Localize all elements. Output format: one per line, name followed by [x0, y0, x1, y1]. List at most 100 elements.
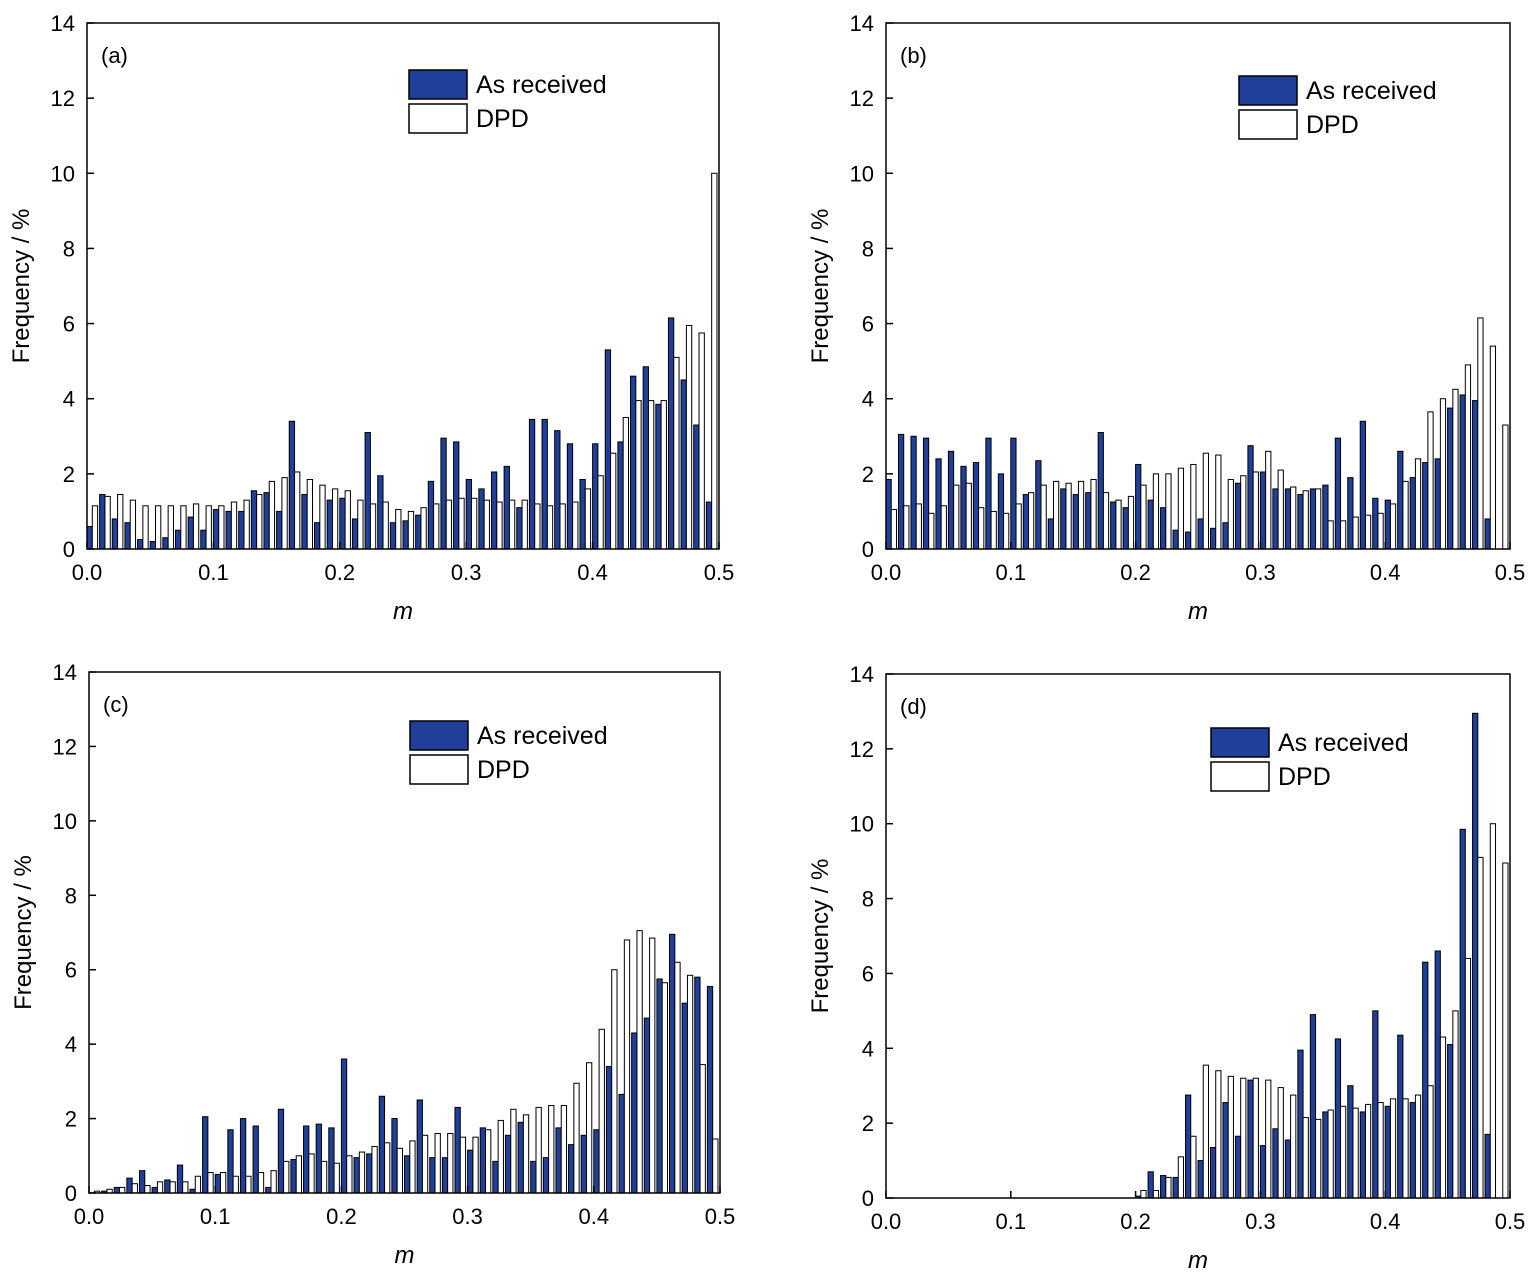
bar-dpd: [91, 505, 99, 550]
bar-as-received: [490, 471, 498, 550]
bar-as-received: [681, 1002, 688, 1194]
bar-as-received: [1209, 527, 1217, 550]
legend-label-dpd: DPD: [477, 756, 530, 784]
bar-as-received: [225, 510, 232, 550]
bar-dpd: [1015, 503, 1022, 550]
bar-dpd: [1464, 957, 1472, 1199]
x-tick-label: 0.1: [200, 1204, 231, 1229]
bar-dpd: [396, 1147, 403, 1194]
bar-dpd: [283, 1160, 290, 1194]
y-tick-label: 10: [51, 161, 75, 186]
bar-dpd: [1315, 488, 1322, 550]
bar-as-received: [972, 462, 980, 550]
legend-swatch-dpd: [409, 754, 469, 785]
bar-dpd: [510, 1108, 517, 1194]
bar-as-received: [1197, 1160, 1204, 1199]
bar-dpd: [1077, 480, 1085, 550]
bar-as-received: [1384, 499, 1391, 550]
bar-dpd: [1439, 1036, 1447, 1199]
bar-dpd: [1052, 480, 1060, 550]
bar-as-received: [1359, 1111, 1366, 1199]
bar-dpd: [358, 1151, 366, 1194]
bar-dpd: [1389, 1098, 1397, 1199]
bar-dpd: [1040, 484, 1047, 550]
bar-dpd: [104, 495, 111, 550]
bar-dpd: [521, 499, 528, 550]
bar-as-received: [227, 1129, 234, 1194]
bar-dpd: [156, 1181, 164, 1194]
bar-dpd: [928, 512, 935, 550]
x-tick-label: 0.3: [451, 560, 482, 585]
bar-dpd: [207, 1172, 214, 1194]
bar-dpd: [1340, 520, 1347, 550]
bar-as-received: [1484, 1133, 1491, 1199]
bar-dpd: [420, 507, 427, 550]
legend-label-as-received: As received: [477, 722, 608, 750]
bar-dpd: [1240, 475, 1247, 550]
bar-dpd: [1502, 424, 1509, 550]
x-axis-title: m: [1188, 1247, 1208, 1274]
bar-dpd: [953, 484, 960, 550]
y-tick-label: 4: [63, 387, 75, 412]
bar-as-received: [655, 403, 662, 550]
bar-dpd: [409, 1140, 416, 1194]
bar-as-received: [1297, 1049, 1304, 1199]
bar-dpd: [384, 1142, 391, 1194]
bar-dpd: [167, 505, 174, 550]
bar-as-received: [1085, 492, 1092, 550]
bar-as-received: [202, 1116, 209, 1194]
bar-as-received: [328, 1127, 335, 1194]
bar-dpd: [635, 400, 642, 550]
bar-as-received: [935, 458, 942, 550]
y-tick-label: 6: [862, 312, 874, 337]
bar-as-received: [429, 1157, 436, 1194]
bar-dpd: [660, 400, 667, 550]
y-tick-label: 8: [65, 883, 77, 908]
bar-dpd: [1115, 499, 1122, 550]
bar-as-received: [530, 1160, 537, 1194]
bar-as-received: [1472, 400, 1479, 550]
y-tick-label: 12: [53, 734, 77, 759]
bar-as-received: [492, 1160, 499, 1194]
bar-as-received: [1334, 437, 1342, 550]
bar-dpd: [978, 507, 985, 550]
plot-frame: [88, 671, 721, 1194]
bar-as-received: [1222, 1102, 1229, 1199]
bar-dpd: [1003, 512, 1010, 550]
bar-as-received: [1347, 477, 1354, 550]
bar-as-received: [187, 516, 194, 550]
bar-as-received: [566, 443, 574, 550]
x-tick-label: 0.3: [1245, 1209, 1276, 1234]
x-tick-label: 0.3: [1245, 560, 1276, 585]
bar-as-received: [164, 1179, 171, 1194]
bar-dpd: [1402, 1098, 1409, 1199]
bar-dpd: [331, 488, 339, 550]
bar-dpd: [1152, 473, 1160, 550]
x-axis-title: m: [1188, 598, 1208, 625]
legend-swatch-as-received: [409, 720, 469, 751]
bar-as-received: [1010, 437, 1017, 550]
bar-as-received: [568, 1144, 575, 1194]
bar-as-received: [1160, 507, 1167, 550]
bar-dpd: [1140, 484, 1147, 550]
bar-as-received: [1209, 1146, 1217, 1199]
bar-as-received: [124, 522, 131, 550]
legend-label-as-received: As received: [476, 71, 607, 99]
bar-as-received: [1047, 518, 1054, 550]
bar-dpd: [319, 484, 326, 550]
bar-dpd: [295, 1155, 303, 1194]
bar-as-received: [1372, 497, 1379, 550]
bar-dpd: [459, 1136, 467, 1194]
bar-as-received: [1247, 445, 1254, 550]
x-tick-label: 0.2: [1120, 1209, 1151, 1234]
bar-dpd: [1477, 856, 1484, 1199]
bar-dpd: [333, 1162, 340, 1194]
bar-as-received: [465, 478, 473, 550]
bar-dpd: [294, 471, 301, 550]
bar-as-received: [1459, 394, 1466, 550]
bar-dpd: [712, 1138, 719, 1194]
bar-dpd: [155, 505, 162, 550]
bar-dpd: [421, 1134, 429, 1194]
bar-dpd: [1277, 469, 1284, 550]
bar-dpd: [1364, 514, 1372, 550]
